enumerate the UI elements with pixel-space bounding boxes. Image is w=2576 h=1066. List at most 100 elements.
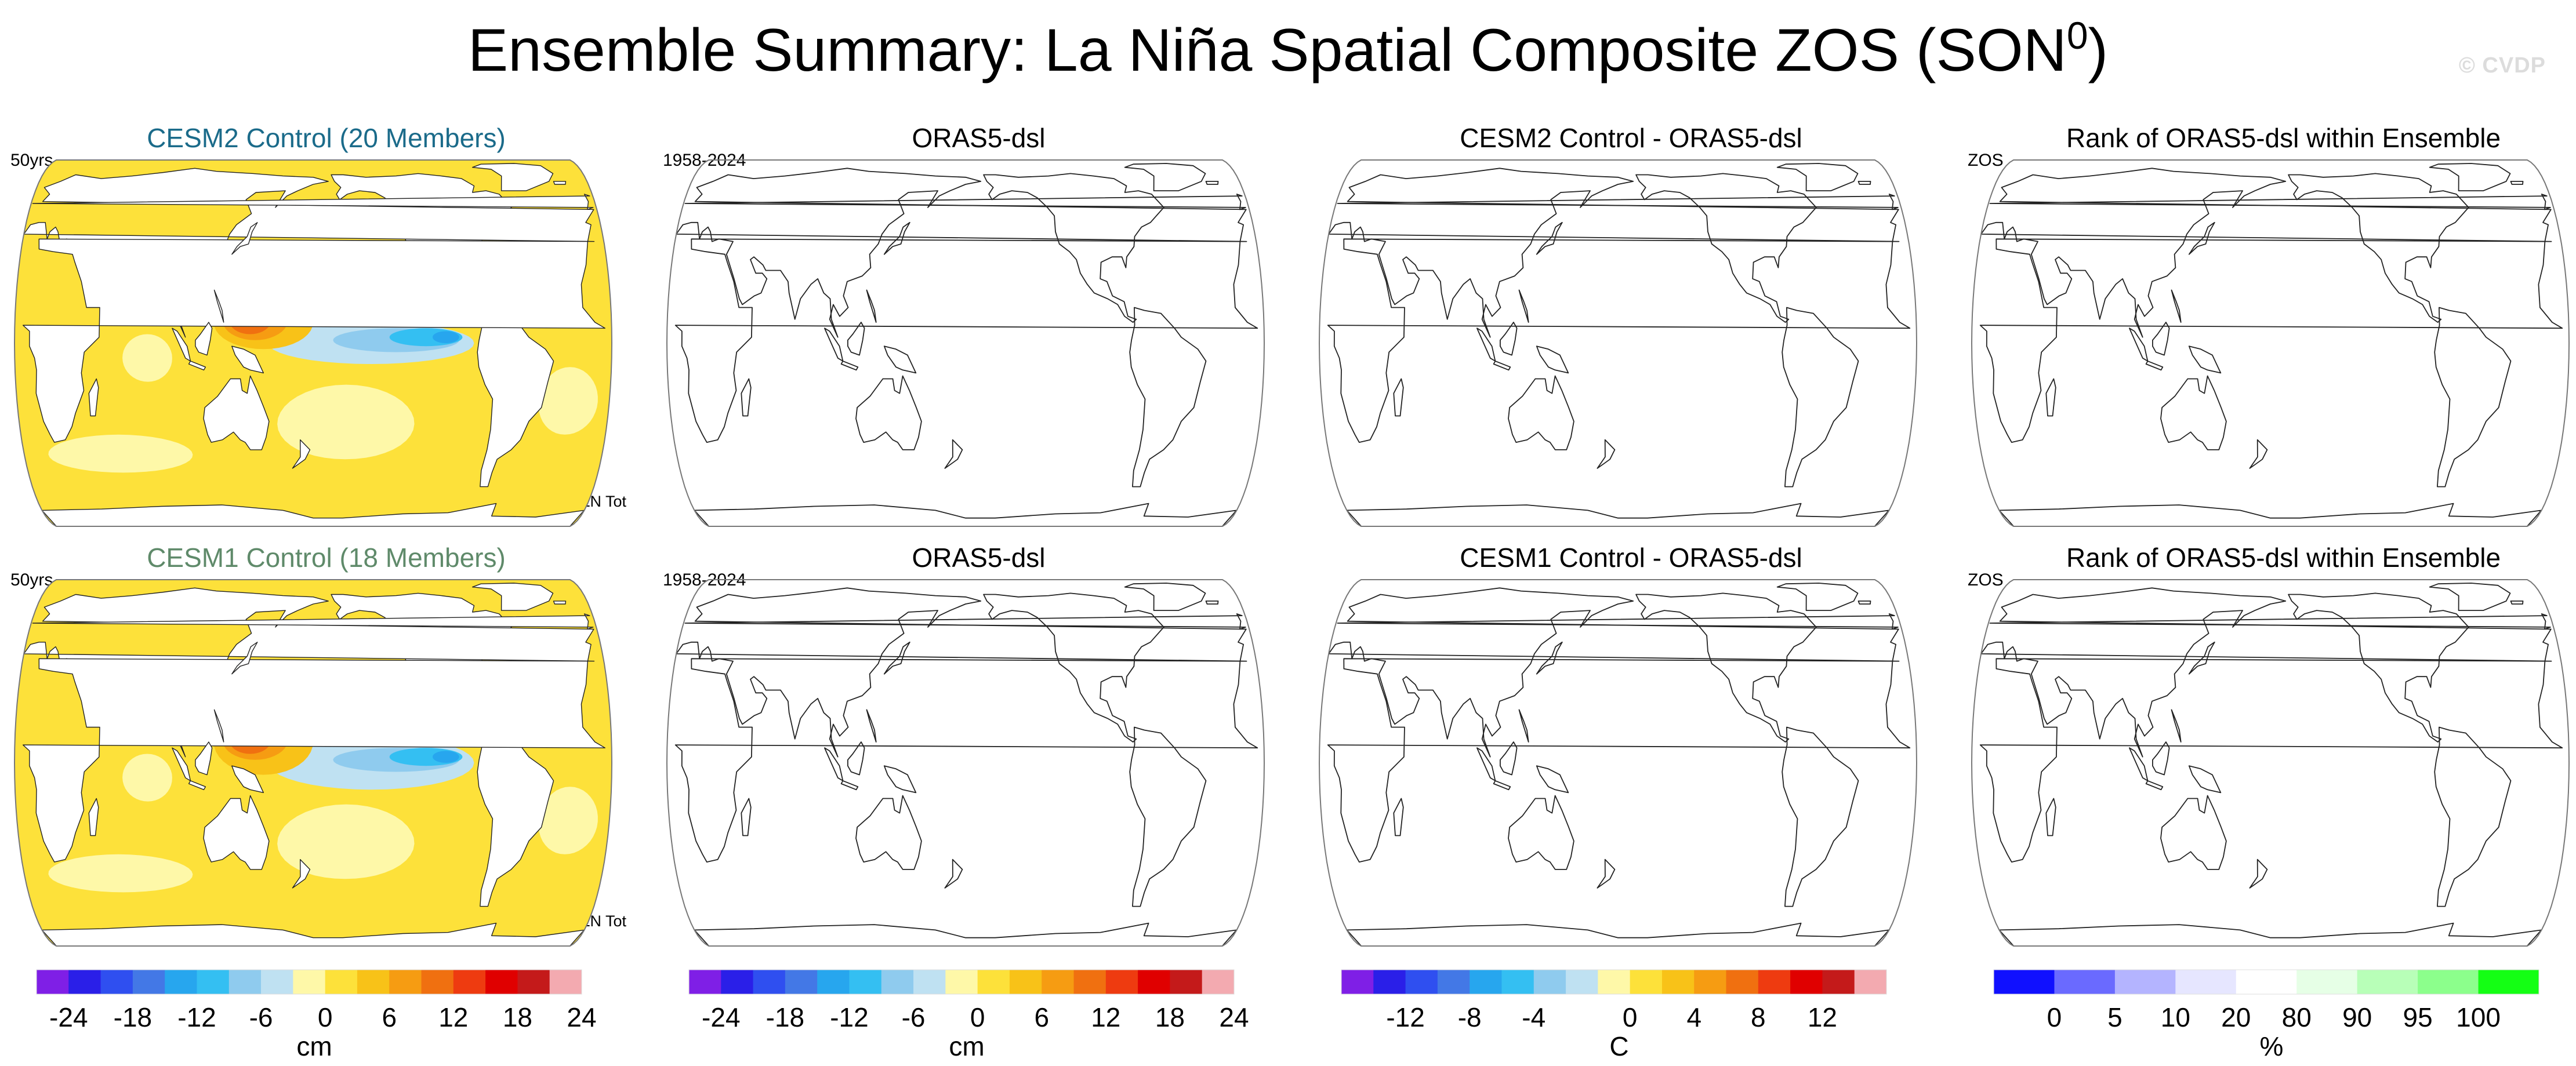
coastline-japan [2188, 641, 2215, 675]
coastline-borneo [1500, 322, 1518, 356]
colorbar-swatch [2114, 970, 2176, 994]
map-field [14, 160, 612, 526]
coastline-new-guinea [1536, 765, 1569, 794]
colorbar-swatch [1138, 970, 1170, 994]
colorbar-rank: 0 5 10 20 80 90 95 100% [1993, 969, 2576, 1065]
coastline-iceland [2510, 601, 2524, 605]
patch-cold-tongue-peak [433, 331, 459, 343]
colorbar-tick-label: -24 [702, 1002, 741, 1032]
panel-note: 50yrs [10, 151, 53, 170]
colorbar-border [1341, 969, 1887, 995]
coastline-south-america [1129, 307, 1207, 487]
coastline-borneo [195, 741, 213, 776]
panel-rank-top: Rank of ORAS5-dsl within Ensemble ZOS [1957, 122, 2576, 539]
colorbar-unit-label: cm [296, 1031, 332, 1061]
coastline-greenland [1776, 583, 1859, 611]
colorbar-swatch [37, 970, 69, 994]
colorbar-tick-label: -6 [901, 1002, 926, 1032]
coastline-madagascar [1393, 378, 1404, 417]
coastline-iceland [2510, 181, 2524, 185]
panel-note: ZOS [1968, 570, 2004, 590]
panel-title: Rank of ORAS5-dsl within Ensemble [2066, 543, 2501, 573]
colorbar-swatches [688, 969, 1235, 995]
panel-cesm1-difference: CESM1 Control - ORAS5-dsl [1305, 541, 1957, 959]
patch-cold-tongue-peak [433, 751, 459, 763]
colorbar-tick-label: -12 [1386, 1002, 1425, 1032]
colorbar-border [688, 969, 1235, 995]
map-rank-bottom [1971, 579, 2570, 947]
coastline-eurasia [1328, 168, 1900, 338]
coastline-africa [1979, 658, 2563, 863]
coastline-australia [855, 375, 922, 450]
coastline-iceland [553, 601, 567, 605]
coastline-australia [1508, 375, 1574, 450]
coastline-new-zealand [944, 858, 963, 889]
coastline-japan [883, 221, 910, 255]
coastline-iceland [1857, 181, 1871, 185]
coastline-new-zealand [2249, 858, 2268, 889]
coastline-new-zealand [2249, 439, 2268, 469]
colorbar-swatch [1598, 970, 1631, 994]
colorbar-swatch [849, 970, 882, 994]
coastline-madagascar [2045, 378, 2056, 417]
coastline-iceland [1857, 601, 1871, 605]
coastline-madagascar [741, 378, 752, 417]
coastline-new-guinea [883, 765, 917, 794]
colorbar-unit-label: % [2259, 1031, 2284, 1061]
patch-south-atlantic-negative [538, 367, 598, 435]
coastline-new-guinea [231, 345, 264, 374]
coastline-great-britain [1989, 613, 2551, 630]
colorbar-swatch [753, 970, 786, 994]
coastline-antarctica [694, 503, 1238, 526]
panel-oras5-bottom: ORAS5-dsl 1958-2024 [652, 541, 1305, 959]
colorbar-swatch [2054, 970, 2116, 994]
colorbar-swatch [485, 970, 518, 994]
coastline-java [2145, 780, 2164, 791]
colorbar-tick-label: -18 [765, 1002, 805, 1032]
colorbar-swatch [1694, 970, 1727, 994]
colorbar-swatch [132, 970, 165, 994]
map-cesm1-composite [13, 579, 613, 947]
colorbar-tick-label: 90 [2342, 1002, 2372, 1032]
map-oras5-bottom [666, 579, 1265, 947]
coastline-iceland [1205, 181, 1219, 185]
patch-indian-ocean-negative [122, 334, 172, 382]
colorbar-tick-label: 0 [317, 1002, 333, 1032]
main-title-text: Ensemble Summary: La Niña Spatial Compos… [467, 17, 2067, 84]
panel-title: ORAS5-dsl [912, 123, 1046, 153]
coastline-great-britain [684, 194, 1246, 210]
coastline-sumatra [2129, 747, 2149, 781]
panel-title: CESM1 Control (18 Members) [147, 543, 506, 573]
colorbar-swatch [1105, 970, 1138, 994]
coastline-greenland [2429, 583, 2511, 611]
colorbar-swatch [689, 970, 721, 994]
colorbar-tick-label: -12 [177, 1002, 216, 1032]
coastline-south-america [477, 307, 554, 487]
map-cesm2-composite [13, 159, 613, 527]
coastline-java [1493, 780, 1511, 791]
coastline-madagascar [2045, 798, 2056, 836]
coastline-australia [1508, 795, 1574, 870]
coastline-antarctica [694, 922, 1238, 946]
main-title-superscript: 0 [2066, 14, 2088, 57]
colorbar-tick-label: -4 [1522, 1002, 1546, 1032]
colorbar-swatch [1009, 970, 1042, 994]
colorbar-swatch [1437, 970, 1470, 994]
coastline-java [188, 361, 206, 370]
colorbar-swatch [1373, 970, 1406, 994]
coastline-philippines [1518, 289, 1529, 323]
colorbar-swatch [1661, 970, 1695, 994]
coastline-philippines [1518, 709, 1529, 743]
map-cesm2-difference [1318, 159, 1918, 527]
panel-title: CESM2 Control (20 Members) [147, 123, 506, 153]
coastline-java [840, 780, 859, 791]
coastline-antarctica [1346, 503, 1890, 526]
colorbar-swatch [1470, 970, 1502, 994]
coastline-great-britain [684, 613, 1246, 630]
patch-south-pacific-negative [277, 804, 415, 879]
colorbar-swatch [100, 970, 133, 994]
coastline-south-america [2434, 726, 2512, 907]
colorbar-tick-label: -24 [49, 1002, 88, 1032]
coastline-borneo [2152, 322, 2170, 356]
colorbar-swatch [389, 970, 422, 994]
